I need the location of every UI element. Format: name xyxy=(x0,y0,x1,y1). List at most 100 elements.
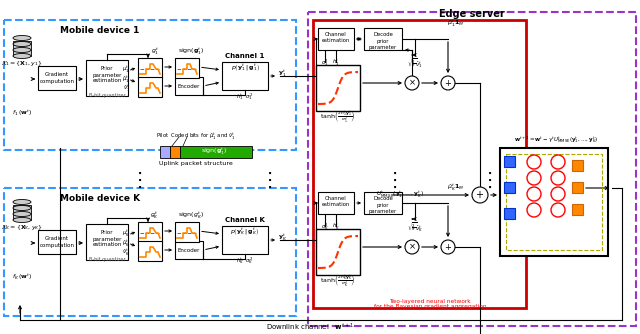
FancyBboxPatch shape xyxy=(38,66,76,90)
Text: $\boldsymbol{\cdot}$: $\boldsymbol{\cdot}$ xyxy=(268,182,273,192)
Circle shape xyxy=(551,203,565,217)
Text: $\boldsymbol{\cdot}$: $\boldsymbol{\cdot}$ xyxy=(488,182,493,192)
Ellipse shape xyxy=(13,35,31,40)
Circle shape xyxy=(527,187,541,201)
Text: Mobile device K: Mobile device K xyxy=(60,194,140,203)
Text: estimation: estimation xyxy=(92,78,122,84)
FancyBboxPatch shape xyxy=(222,62,268,90)
Text: $\boldsymbol{\cdot}$: $\boldsymbol{\cdot}$ xyxy=(392,175,397,185)
Text: $h^t_K$: $h^t_K$ xyxy=(332,222,340,232)
Text: estimation: estimation xyxy=(92,242,122,247)
Text: $\boldsymbol{\cdot}$: $\boldsymbol{\cdot}$ xyxy=(138,182,143,192)
Text: $\sigma^2_1$: $\sigma^2_1$ xyxy=(321,57,329,68)
FancyBboxPatch shape xyxy=(364,192,402,214)
FancyBboxPatch shape xyxy=(364,28,402,50)
FancyBboxPatch shape xyxy=(572,204,583,215)
Text: $\boldsymbol{\cdot}$: $\boldsymbol{\cdot}$ xyxy=(488,175,493,185)
Text: Prior: Prior xyxy=(100,66,113,71)
Text: $p\left(\mathbf{y}^t_1\,|\,\mathbf{g}^t_1\right)$: $p\left(\mathbf{y}^t_1\,|\,\mathbf{g}^t_… xyxy=(230,63,259,73)
Text: prior: prior xyxy=(377,202,389,207)
Text: Gradient: Gradient xyxy=(45,236,69,241)
Text: Encoder: Encoder xyxy=(178,247,200,253)
Ellipse shape xyxy=(13,199,31,204)
FancyBboxPatch shape xyxy=(504,208,515,219)
FancyBboxPatch shape xyxy=(313,20,526,308)
FancyBboxPatch shape xyxy=(318,192,354,214)
FancyBboxPatch shape xyxy=(38,230,76,254)
FancyBboxPatch shape xyxy=(504,182,515,193)
Text: $\mathbf{y}^t_K$: $\mathbf{y}^t_K$ xyxy=(278,233,287,243)
Text: $\boldsymbol{\cdot}$: $\boldsymbol{\cdot}$ xyxy=(392,182,397,192)
Text: Channel: Channel xyxy=(325,196,347,201)
Text: $\mathrm{sign}(\mathbf{g}^t_1)$: $\mathrm{sign}(\mathbf{g}^t_1)$ xyxy=(201,147,227,157)
FancyBboxPatch shape xyxy=(316,229,360,275)
Text: Decode: Decode xyxy=(373,32,393,37)
Text: $\hat{\mu}^t_1$: $\hat{\mu}^t_1$ xyxy=(122,75,130,85)
Text: $\mathrm{sign}(\mathbf{g}^t_1)$: $\mathrm{sign}(\mathbf{g}^t_1)$ xyxy=(178,47,204,57)
FancyBboxPatch shape xyxy=(138,77,162,97)
Text: $\times$: $\times$ xyxy=(408,78,416,88)
Text: $+$: $+$ xyxy=(444,242,452,252)
Text: Downlink channel   $\mathbf{w}^{t+1}$: Downlink channel $\mathbf{w}^{t+1}$ xyxy=(266,322,354,333)
Circle shape xyxy=(551,187,565,201)
Circle shape xyxy=(405,240,419,254)
Text: $f_1\,(\mathbf{w}^t)$: $f_1\,(\mathbf{w}^t)$ xyxy=(12,108,32,118)
Text: $g^t_1$: $g^t_1$ xyxy=(151,47,159,57)
Text: $\boldsymbol{\cdot}$: $\boldsymbol{\cdot}$ xyxy=(268,175,273,185)
FancyBboxPatch shape xyxy=(138,222,162,242)
Circle shape xyxy=(551,155,565,169)
FancyBboxPatch shape xyxy=(160,146,170,158)
Text: $\sqrt{\frac{2}{\pi}}\hat{\nu}^t_K$: $\sqrt{\frac{2}{\pi}}\hat{\nu}^t_K$ xyxy=(407,220,423,234)
Text: Channel: Channel xyxy=(325,32,347,37)
Text: parameter: parameter xyxy=(369,208,397,213)
FancyBboxPatch shape xyxy=(175,77,203,95)
Text: Channel K: Channel K xyxy=(225,217,265,223)
Text: $p\left(\mathbf{y}^t_K\,|\,\mathbf{g}^t_K\right)$: $p\left(\mathbf{y}^t_K\,|\,\mathbf{g}^t_… xyxy=(230,227,260,237)
Circle shape xyxy=(405,76,419,90)
FancyBboxPatch shape xyxy=(13,41,31,56)
Text: $h^t_1\;$ $\sigma^2_1$: $h^t_1\;$ $\sigma^2_1$ xyxy=(236,92,253,103)
FancyBboxPatch shape xyxy=(138,241,162,261)
Text: $\sqrt{\frac{2}{\pi}}\hat{\nu}^t_1$: $\sqrt{\frac{2}{\pi}}\hat{\nu}^t_1$ xyxy=(407,56,423,70)
Text: $\mathrm{sign}(g^t_K)$: $\mathrm{sign}(g^t_K)$ xyxy=(178,211,204,221)
Text: Uplink packet structure: Uplink packet structure xyxy=(159,161,233,166)
Ellipse shape xyxy=(13,211,31,216)
Text: $\mathbf{y}^t_1$: $\mathbf{y}^t_1$ xyxy=(278,69,287,79)
Text: $\mathbf{w}^{t+1} = \mathbf{w}^t - \gamma^t U^t_{\mathrm{MMSE}}(\mathbf{y}^t_1,\: $\mathbf{w}^{t+1} = \mathbf{w}^t - \gamm… xyxy=(514,135,598,145)
FancyBboxPatch shape xyxy=(175,241,203,259)
Text: $\hat{\mu}^t_K\mathbf{1}_M$: $\hat{\mu}^t_K\mathbf{1}_M$ xyxy=(447,183,465,193)
Text: Encoder: Encoder xyxy=(178,84,200,89)
FancyBboxPatch shape xyxy=(222,226,268,254)
FancyBboxPatch shape xyxy=(138,58,162,78)
FancyBboxPatch shape xyxy=(86,60,128,96)
FancyBboxPatch shape xyxy=(318,28,354,50)
Text: $f_K\,(\mathbf{w}^t)$: $f_K\,(\mathbf{w}^t)$ xyxy=(12,272,32,282)
Text: $\boldsymbol{\cdot}$: $\boldsymbol{\cdot}$ xyxy=(138,175,143,185)
Text: $\boldsymbol{\cdot}$: $\boldsymbol{\cdot}$ xyxy=(138,168,143,178)
FancyBboxPatch shape xyxy=(175,58,199,78)
FancyBboxPatch shape xyxy=(572,160,583,171)
Text: $\tanh\!\left(\frac{2h^t_K\mathbf{y}^t_K}{\sigma^2_K}\right)$: $\tanh\!\left(\frac{2h^t_K\mathbf{y}^t_K… xyxy=(320,272,356,288)
Text: estimation: estimation xyxy=(322,38,350,43)
FancyBboxPatch shape xyxy=(572,182,583,193)
Text: estimation: estimation xyxy=(322,202,350,207)
FancyBboxPatch shape xyxy=(4,20,296,150)
Text: Edge server: Edge server xyxy=(439,9,505,19)
Text: $g^t_K$: $g^t_K$ xyxy=(150,211,159,221)
Text: prior: prior xyxy=(377,38,389,43)
FancyBboxPatch shape xyxy=(180,146,252,158)
Circle shape xyxy=(527,171,541,185)
FancyBboxPatch shape xyxy=(86,224,128,260)
Text: Gradient: Gradient xyxy=(45,72,69,77)
Text: $\tanh\!\left(\frac{2h^t_1\mathbf{y}^t_1}{\sigma^2_1}\right)$: $\tanh\!\left(\frac{2h^t_1\mathbf{y}^t_1… xyxy=(320,108,356,124)
FancyBboxPatch shape xyxy=(316,65,360,111)
Text: $U^t_{\mathrm{MMSE}}(\mathbf{y}^t_1,\ldots,\mathbf{y}^t_K)$: $U^t_{\mathrm{MMSE}}(\mathbf{y}^t_1,\ldo… xyxy=(376,190,424,200)
FancyBboxPatch shape xyxy=(175,222,199,242)
Text: $\hat{\mu}^t_K$: $\hat{\mu}^t_K$ xyxy=(122,239,130,249)
Ellipse shape xyxy=(13,41,31,46)
Text: parameter: parameter xyxy=(92,72,122,77)
Text: $\hat{\nu}^t_K$: $\hat{\nu}^t_K$ xyxy=(122,248,130,258)
Circle shape xyxy=(527,203,541,217)
Text: $\sigma^2_K$: $\sigma^2_K$ xyxy=(321,221,329,232)
Text: Pilot  Coded bits for $\hat{\mu}^t_1$ and $\hat{\nu}^t_1$: Pilot Coded bits for $\hat{\mu}^t_1$ and… xyxy=(156,132,236,142)
